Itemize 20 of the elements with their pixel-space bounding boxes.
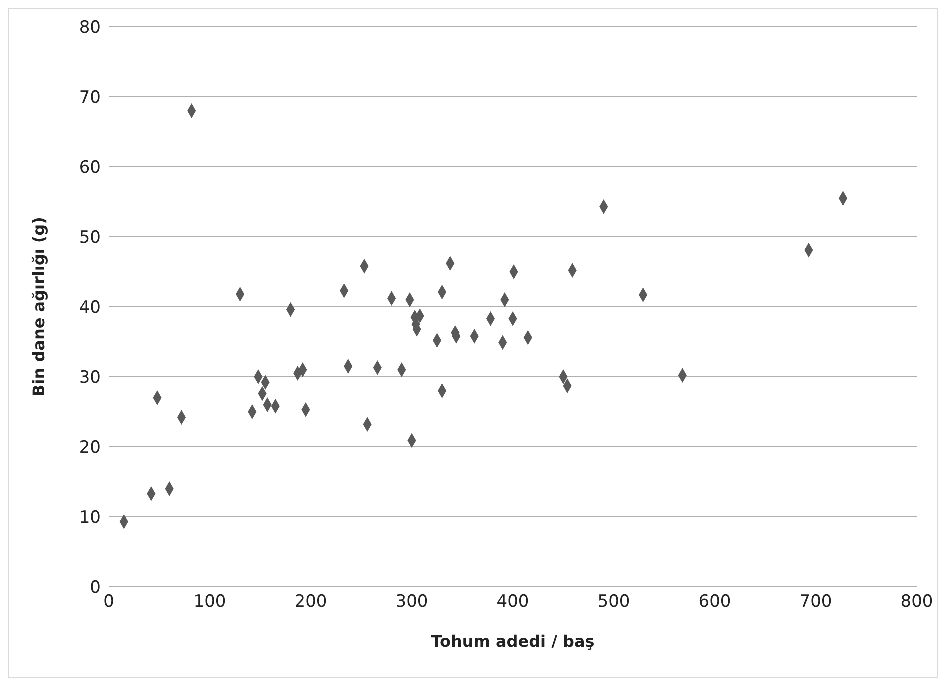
y-tick-label: 0 (90, 578, 101, 598)
y-tick-label: 30 (79, 368, 101, 388)
y-axis-title: Bin dane ağırlığı (g) (30, 217, 49, 397)
x-tick-label: 400 (496, 592, 530, 612)
x-tick-label: 500 (598, 592, 630, 612)
y-tick-label: 40 (79, 298, 101, 318)
x-tick-label: 600 (698, 592, 732, 612)
x-tick-label: 100 (194, 592, 226, 612)
y-tick-label: 10 (79, 508, 101, 528)
x-tick-label: 800 (900, 592, 934, 612)
y-tick-label: 20 (79, 438, 101, 458)
x-tick-label: 300 (396, 592, 428, 612)
y-tick-label: 80 (79, 18, 101, 38)
y-tick-label: 70 (79, 88, 101, 108)
x-tick-label: 200 (294, 592, 328, 612)
x-tick-label: 700 (800, 592, 832, 612)
x-tick-label: 0 (104, 592, 114, 612)
x-axis-title: Tohum adedi / baş (431, 632, 595, 651)
y-tick-label: 50 (79, 228, 101, 248)
y-tick-label: 60 (79, 158, 101, 178)
